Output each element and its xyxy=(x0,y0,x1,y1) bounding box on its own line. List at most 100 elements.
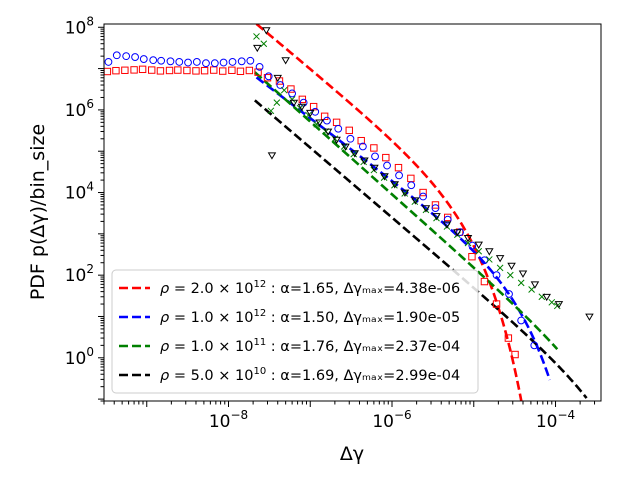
point-rho_1.0e12 xyxy=(346,134,355,143)
point-rho_1.0e12 xyxy=(228,58,237,66)
x-tick-label: 10−8 xyxy=(209,408,248,432)
point-rho_5.0e10 xyxy=(305,109,315,118)
point-rho_5.0e10 xyxy=(411,197,420,205)
legend-label-rho_5.0e10: ρ = 5.0 × 1010 : α=1.69, Δγₘₐₓ=2.99e-04 xyxy=(160,366,460,384)
point-rho_1.0e12 xyxy=(276,81,285,89)
point-rho_1.0e12 xyxy=(202,59,210,68)
point-rho_5.0e10 xyxy=(253,44,262,53)
point-rho_2.0e12 xyxy=(138,65,147,74)
point-rho_1.0e11 xyxy=(331,135,339,143)
point-rho_5.0e10 xyxy=(315,119,324,127)
point-rho_5.0e10 xyxy=(341,143,350,151)
point-rho_2.0e12 xyxy=(287,85,295,93)
point-rho_5.0e10 xyxy=(323,128,333,136)
point-rho_5.0e10 xyxy=(585,313,594,321)
point-rho_1.0e11 xyxy=(280,86,288,94)
point-rho_1.0e11 xyxy=(485,256,493,263)
legend: ρ = 2.0 × 1012 : α=1.65, Δγₘₐₓ=4.38e-06 ρ… xyxy=(111,269,479,394)
point-rho_1.0e12 xyxy=(456,228,464,237)
point-rho_5.0e10 xyxy=(262,27,271,35)
point-rho_2.0e12 xyxy=(192,67,200,75)
point-rho_5.0e10 xyxy=(518,270,528,278)
point-rho_2.0e12 xyxy=(112,66,120,75)
point-rho_1.0e12 xyxy=(505,290,513,298)
point-rho_1.0e12 xyxy=(210,59,219,68)
point-rho_1.0e12 xyxy=(371,152,379,161)
point-rho_2.0e12 xyxy=(480,277,489,286)
y-axis-label: PDF p(Δγ)/bin_size xyxy=(27,124,49,300)
point-rho_2.0e12 xyxy=(511,350,519,359)
x-axis-label: Δγ xyxy=(340,443,364,465)
point-rho_1.0e12 xyxy=(219,58,228,67)
point-rho_1.0e11 xyxy=(273,99,281,106)
point-rho_2.0e12 xyxy=(320,112,329,121)
point-rho_1.0e12 xyxy=(299,98,308,107)
point-rho_1.0e12 xyxy=(334,124,343,133)
point-rho_5.0e10 xyxy=(554,301,564,309)
point-rho_1.0e12 xyxy=(395,171,403,180)
point-rho_2.0e12 xyxy=(228,66,236,74)
fit-line-rho_1.0e11 xyxy=(253,71,559,351)
point-rho_1.0e12 xyxy=(383,161,391,170)
point-rho_2.0e12 xyxy=(236,67,245,75)
point-rho_5.0e10 xyxy=(360,157,369,165)
point-rho_1.0e11 xyxy=(548,298,556,306)
point-rho_2.0e12 xyxy=(382,153,390,162)
point-rho_5.0e10 xyxy=(442,221,452,229)
axis-ticks: 10−8 10−6 10−4 100 102 104 106 108 xyxy=(65,14,596,432)
point-rho_2.0e12 xyxy=(254,68,262,76)
point-rho_1.0e12 xyxy=(443,215,452,224)
point-rho_2.0e12 xyxy=(309,102,318,111)
point-rho_2.0e12 xyxy=(121,66,129,74)
point-rho_1.0e12 xyxy=(530,341,539,350)
point-rho_2.0e12 xyxy=(431,201,440,209)
point-rho_5.0e10 xyxy=(495,255,505,263)
legend-label-rho_2.0e12: ρ = 2.0 × 1012 : α=1.65, Δγₘₐₓ=4.38e-06 xyxy=(160,279,460,297)
point-rho_1.0e12 xyxy=(237,57,246,66)
point-rho_5.0e10 xyxy=(332,136,341,145)
point-rho_1.0e12 xyxy=(288,89,297,98)
point-rho_1.0e12 xyxy=(407,181,416,190)
point-rho_1.0e12 xyxy=(323,116,331,125)
point-rho_2.0e12 xyxy=(165,66,174,75)
point-rho_1.0e12 xyxy=(246,56,255,65)
x-tick-label: 10−6 xyxy=(372,408,411,432)
point-rho_5.0e10 xyxy=(297,103,307,112)
point-rho_2.0e12 xyxy=(130,66,138,74)
point-rho_1.0e12 xyxy=(431,204,440,212)
point-rho_2.0e12 xyxy=(394,163,403,172)
point-rho_1.0e11 xyxy=(260,40,268,48)
point-rho_1.0e12 xyxy=(184,58,192,67)
point-rho_1.0e11 xyxy=(288,96,296,103)
point-rho_1.0e12 xyxy=(468,241,477,250)
point-rho_5.0e10 xyxy=(507,262,516,271)
point-rho_2.0e12 xyxy=(419,188,427,197)
point-rho_2.0e12 xyxy=(183,66,191,75)
y-tick-label: 102 xyxy=(65,262,94,286)
point-rho_1.0e12 xyxy=(166,57,175,66)
point-rho_1.0e12 xyxy=(255,62,264,71)
point-rho_1.0e11 xyxy=(475,247,483,255)
point-rho_2.0e12 xyxy=(444,213,452,222)
point-rho_5.0e10 xyxy=(281,57,290,65)
point-rho_1.0e11 xyxy=(506,271,514,279)
point-rho_1.0e11 xyxy=(313,120,321,128)
point-rho_1.0e12 xyxy=(192,58,201,66)
point-rho_2.0e12 xyxy=(156,67,165,75)
point-rho_1.0e12 xyxy=(104,58,113,66)
point-rho_2.0e12 xyxy=(219,67,227,75)
point-rho_1.0e11 xyxy=(517,279,525,287)
y-tick-label: 104 xyxy=(65,180,94,204)
point-rho_5.0e10 xyxy=(542,293,551,302)
point-rho_5.0e10 xyxy=(400,189,410,197)
data-points xyxy=(104,27,594,359)
point-rho_1.0e12 xyxy=(122,52,131,61)
point-rho_1.0e12 xyxy=(112,51,121,60)
point-rho_5.0e10 xyxy=(474,241,484,249)
point-rho_5.0e10 xyxy=(463,234,473,243)
point-rho_1.0e11 xyxy=(464,239,472,247)
legend-label-rho_1.0e12: ρ = 1.0 × 1012 : α=1.50, Δγₘₐₓ=1.90e-05 xyxy=(160,308,460,326)
point-rho_1.0e12 xyxy=(358,142,367,151)
point-rho_2.0e12 xyxy=(468,252,476,261)
